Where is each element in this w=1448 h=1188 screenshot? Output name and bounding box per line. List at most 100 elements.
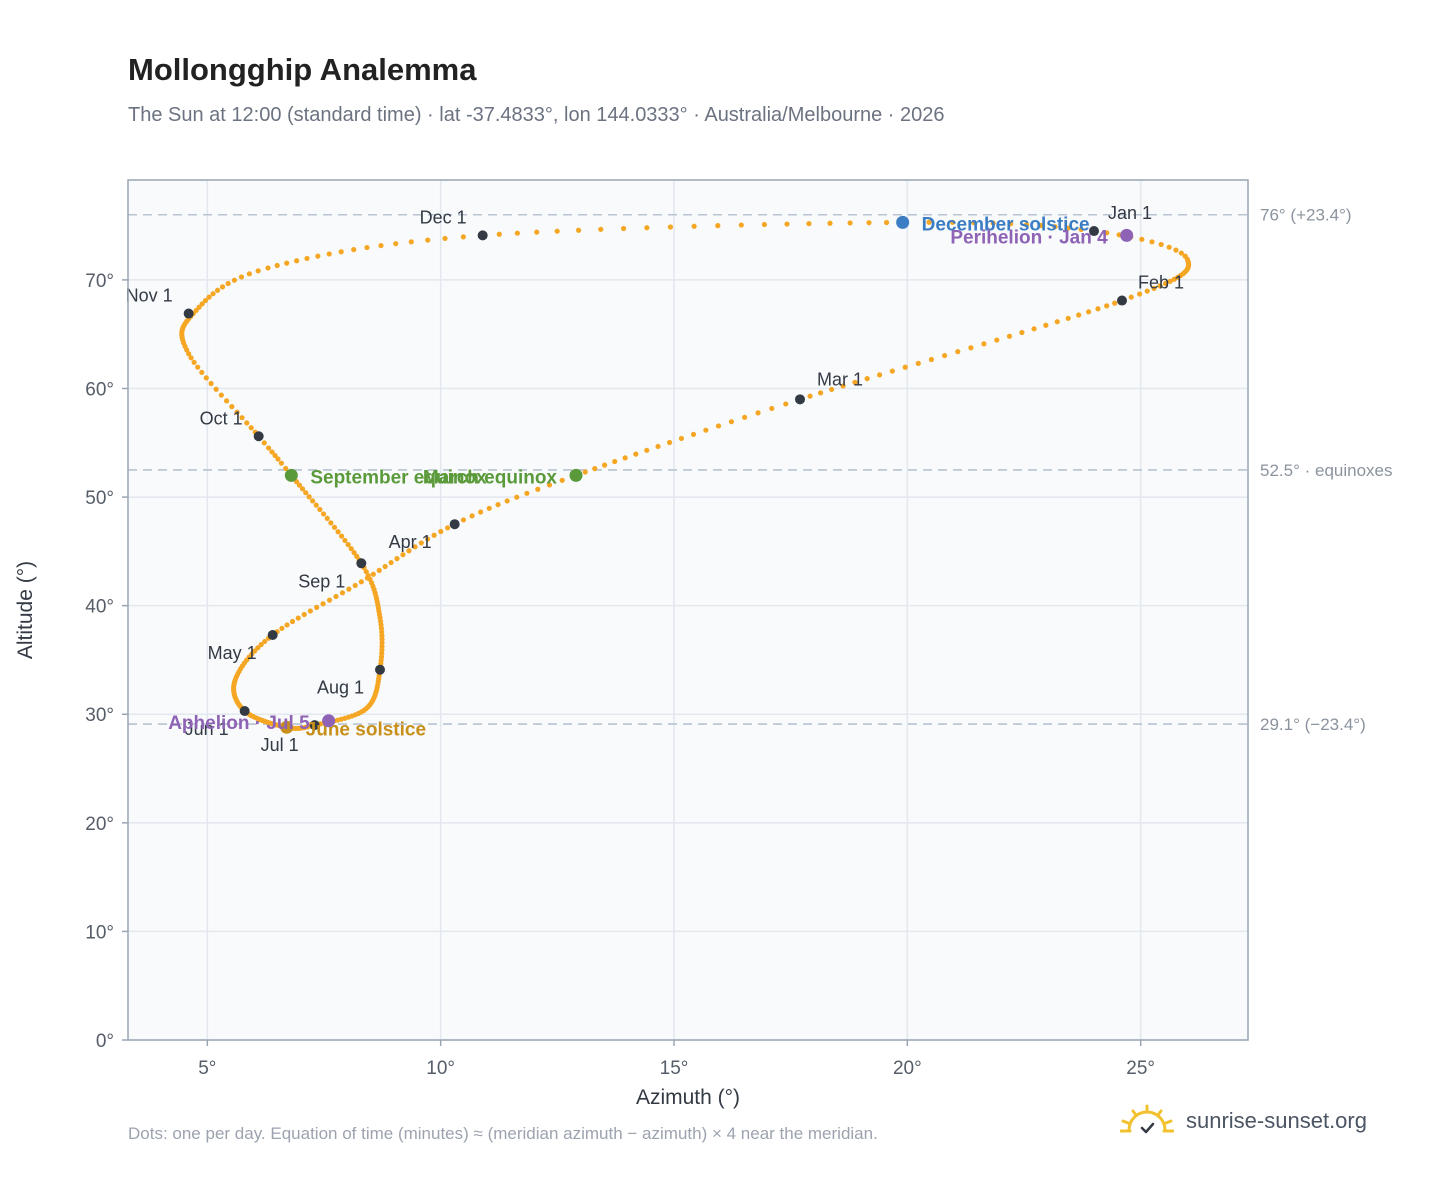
- x-tick-label: 20°: [893, 1058, 922, 1079]
- daily-sun-dot: [307, 608, 313, 614]
- daily-sun-dot: [575, 227, 582, 233]
- daily-sun-dot: [278, 460, 285, 466]
- daily-sun-dot: [206, 294, 212, 300]
- daily-sun-dot: [592, 466, 598, 472]
- daily-sun-dot: [342, 537, 348, 544]
- daily-sun-dot: [191, 359, 197, 365]
- special-point-marker: [280, 720, 294, 734]
- month-marker: [477, 230, 488, 241]
- daily-sun-dot: [1023, 221, 1030, 228]
- daily-sun-dot: [535, 486, 541, 492]
- daily-sun-dot: [761, 221, 767, 228]
- special-point-marker: [896, 215, 910, 229]
- daily-sun-dot: [620, 225, 627, 232]
- x-tick-label: 15°: [660, 1058, 689, 1079]
- daily-sun-dot: [199, 301, 205, 307]
- daily-sun-dot: [365, 573, 371, 579]
- daily-sun-dot: [382, 563, 388, 570]
- daily-sun-dot: [406, 548, 412, 554]
- y-tick-label: 70°: [85, 271, 114, 292]
- y-tick-label: 50°: [85, 488, 114, 509]
- daily-sun-dot: [990, 220, 996, 226]
- daily-sun-dot: [1104, 230, 1110, 236]
- daily-sun-dot: [460, 517, 467, 523]
- daily-sun-dot: [1112, 300, 1118, 306]
- daily-sun-dot: [1178, 250, 1184, 256]
- daily-sun-dot: [418, 540, 424, 546]
- daily-sun-dot: [202, 297, 209, 304]
- daily-sun-dot: [219, 284, 226, 290]
- daily-sun-dot: [394, 556, 400, 562]
- daily-sun-dot: [301, 611, 307, 618]
- daily-sun-dot: [504, 498, 510, 504]
- y-tick-label: 30°: [85, 705, 114, 726]
- daily-sun-dot: [338, 533, 345, 539]
- daily-sun-dot: [728, 419, 735, 425]
- daily-sun-dot: [314, 604, 320, 610]
- daily-sun-dot: [304, 255, 310, 262]
- daily-sun-dot: [234, 409, 240, 415]
- daily-sun-dot: [272, 452, 278, 459]
- daily-sun-dot: [352, 582, 358, 589]
- daily-sun-dot: [238, 274, 245, 280]
- daily-sun-dot: [199, 369, 205, 376]
- daily-sun-dot: [902, 364, 908, 370]
- month-markers: Jan 1 Feb 1 Mar 1 Apr 1 May 1 Jun 1 Jul 1 Aug 1…: [126, 203, 1184, 755]
- y-tick-label: 10°: [85, 922, 114, 943]
- daily-sun-dot: [1158, 241, 1164, 248]
- plot-background: [128, 180, 1248, 1040]
- daily-sun-dot: [283, 465, 289, 472]
- daily-sun-dot: [333, 593, 339, 600]
- y-tick-label: 20°: [85, 814, 114, 835]
- daily-sun-dot: [877, 372, 883, 378]
- daily-sun-dot: [667, 224, 674, 230]
- daily-sun-dot: [326, 251, 332, 257]
- daily-sun-dot: [598, 226, 604, 232]
- daily-sun-dot: [442, 235, 448, 242]
- daily-sun-dot: [231, 277, 238, 283]
- brand-logo[interactable]: sunrise-sunset.org: [1120, 1104, 1367, 1138]
- special-point-marker: [1120, 228, 1134, 242]
- daily-sun-dot: [622, 455, 628, 461]
- daily-sun-dot: [1086, 309, 1092, 315]
- daily-sun-dot: [1137, 291, 1143, 297]
- daily-sun-dot: [582, 469, 588, 475]
- daily-sun-dot: [769, 405, 775, 412]
- daily-sun-dot: [534, 229, 540, 235]
- daily-sun-dot: [514, 494, 520, 500]
- daily-sun-dot: [258, 642, 264, 648]
- daily-sun-dot: [269, 449, 275, 455]
- daily-sun-dot: [678, 435, 685, 442]
- daily-sun-dot: [363, 569, 369, 575]
- daily-sun-dot: [320, 601, 326, 607]
- daily-sun-dot: [210, 291, 216, 297]
- daily-sun-dot: [218, 392, 224, 398]
- daily-sun-dot: [840, 383, 846, 389]
- daily-sun-dot: [370, 571, 376, 577]
- daily-sun-dot: [1149, 239, 1155, 245]
- special-point-label: December solstice: [922, 214, 1090, 235]
- daily-sun-dot: [889, 368, 895, 374]
- daily-sun-dot: [644, 447, 650, 453]
- daily-sun-dot: [926, 219, 932, 225]
- daily-sun-dot: [1166, 244, 1172, 250]
- daily-sun-dot: [274, 262, 280, 269]
- daily-sun-dot: [666, 439, 673, 446]
- daily-sun-dot: [289, 618, 296, 625]
- daily-sun-dot: [1076, 312, 1082, 318]
- month-marker: [309, 720, 320, 731]
- x-tick-label: 25°: [1126, 1058, 1155, 1079]
- daily-sun-dot: [1019, 329, 1025, 336]
- daily-sun-dot: [195, 364, 201, 370]
- daily-sun-dot: [864, 376, 870, 382]
- brand-name: sunrise-sunset.org: [1186, 1108, 1367, 1133]
- daily-sun-dot: [224, 398, 230, 404]
- daily-sun-dot: [981, 341, 987, 347]
- daily-sun-dot: [348, 546, 354, 552]
- axis-ticks: 5° 10° 15° 20° 25° 0° 10° 20° 30° 40° 50° 60° 70°: [85, 271, 1155, 1079]
- daily-sun-dot: [1052, 224, 1058, 230]
- daily-sun-dot: [425, 237, 431, 243]
- daily-sun-dot: [690, 431, 697, 437]
- daily-sun-dot: [339, 590, 346, 596]
- daily-sun-dot: [486, 505, 492, 511]
